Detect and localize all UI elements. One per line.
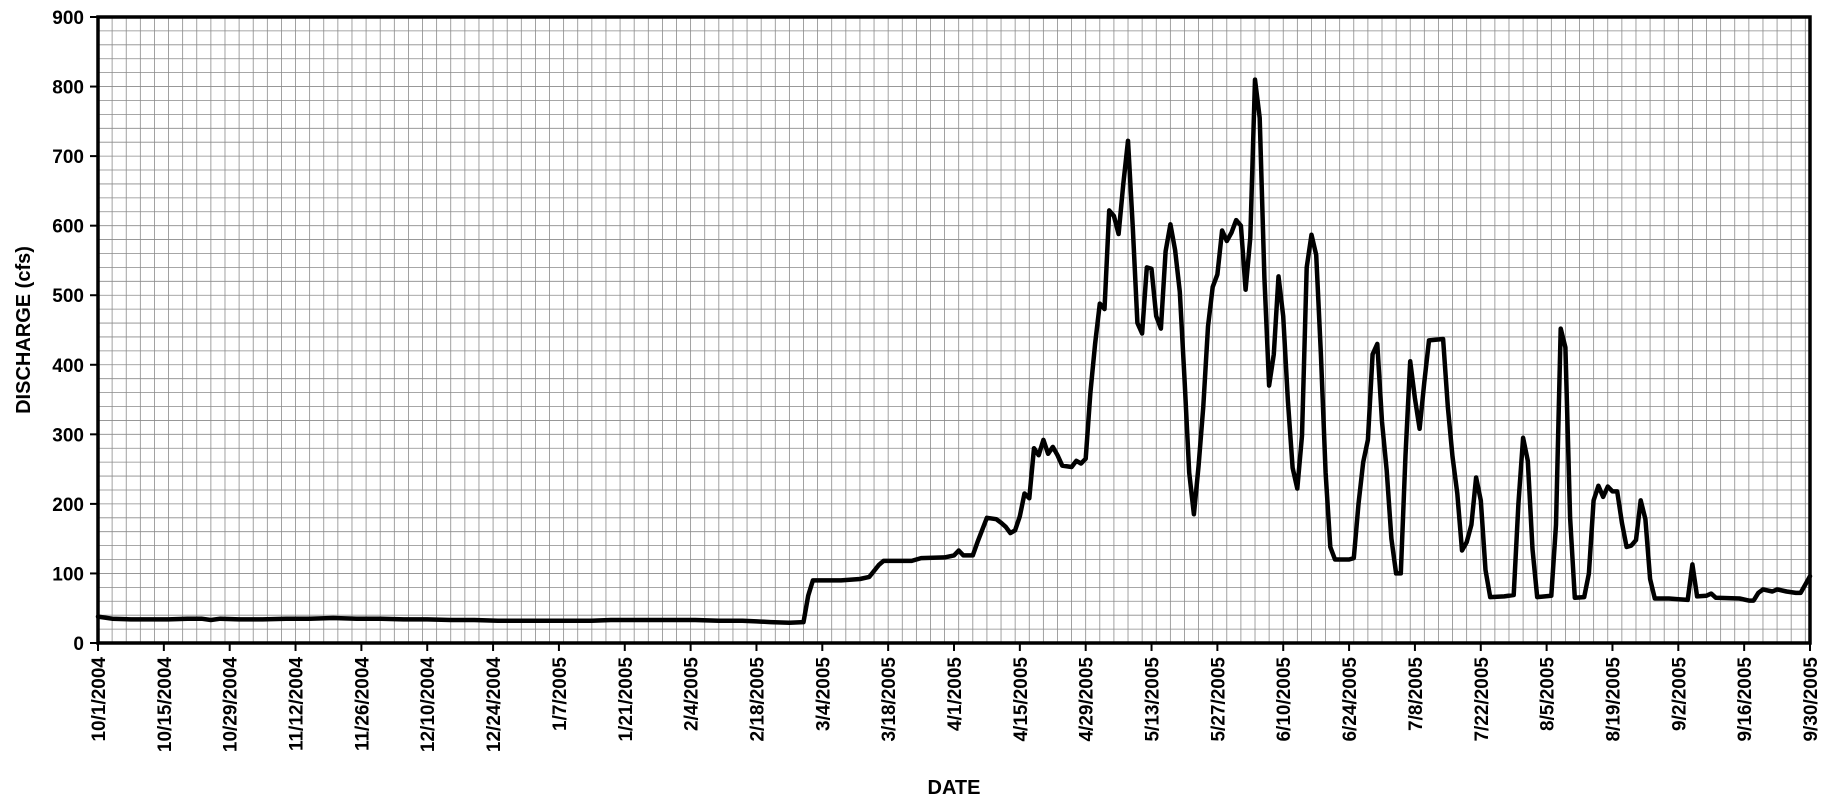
x-tick-label: 10/1/2004 <box>89 657 110 742</box>
y-axis-tick-labels: 0 100 200 300 400 500 600 700 800 900 <box>52 8 98 655</box>
discharge-series-line <box>95 77 1813 626</box>
x-tick-label: 9/2/2005 <box>1669 657 1690 731</box>
y-tick-label: 600 <box>52 217 84 238</box>
x-tick-label: 8/19/2005 <box>1603 657 1624 742</box>
x-tick-label: 5/27/2005 <box>1208 657 1229 742</box>
x-tick-label: 4/29/2005 <box>1077 657 1098 742</box>
x-tick-label: 3/4/2005 <box>813 657 834 731</box>
x-tick-label: 9/16/2005 <box>1735 657 1756 742</box>
y-tick-label: 900 <box>52 8 84 29</box>
y-axis-title: DISCHARGE (cfs) <box>13 246 35 414</box>
x-tick-label: 12/10/2004 <box>418 657 439 753</box>
y-tick-label: 0 <box>73 634 84 655</box>
x-tick-label: 6/24/2005 <box>1340 657 1361 742</box>
x-tick-label: 9/30/2005 <box>1801 657 1822 742</box>
plot-frame <box>96 15 1812 645</box>
x-tick-label: 8/5/2005 <box>1538 657 1559 731</box>
x-tick-label: 11/12/2004 <box>287 657 308 751</box>
x-tick-label: 4/15/2005 <box>1011 657 1032 742</box>
y-tick-label: 200 <box>52 495 84 516</box>
x-tick-label: 1/21/2005 <box>616 657 637 742</box>
x-tick-label: 11/26/2004 <box>352 657 373 751</box>
y-tick-label: 300 <box>52 425 84 446</box>
x-tick-label: 2/18/2005 <box>747 657 768 742</box>
x-tick-label: 4/1/2005 <box>945 657 966 731</box>
x-tick-label: 10/29/2004 <box>221 657 242 753</box>
x-axis-title: DATE <box>928 777 981 799</box>
x-tick-label: 1/7/2005 <box>550 657 571 731</box>
series-layer <box>95 77 1813 626</box>
x-axis-tick-labels: 10/1/2004 10/15/2004 10/29/2004 11/12/2004 1… <box>89 643 1822 752</box>
y-tick-label: 400 <box>52 356 84 377</box>
x-tick-label: 3/18/2005 <box>879 657 900 742</box>
y-tick-label: 700 <box>52 147 84 168</box>
x-tick-label: 7/22/2005 <box>1472 657 1493 742</box>
gridlines <box>97 16 1810 644</box>
x-tick-label: 10/15/2004 <box>155 657 176 753</box>
x-tick-label: 12/24/2004 <box>484 657 505 753</box>
x-tick-label: 2/4/2005 <box>682 657 703 731</box>
x-tick-label: 6/10/2005 <box>1274 657 1295 742</box>
x-tick-label: 7/8/2005 <box>1406 657 1427 731</box>
y-tick-label: 500 <box>52 286 84 307</box>
x-tick-label: 5/13/2005 <box>1143 657 1164 742</box>
y-tick-label: 800 <box>52 78 84 99</box>
y-tick-label: 100 <box>52 564 84 585</box>
